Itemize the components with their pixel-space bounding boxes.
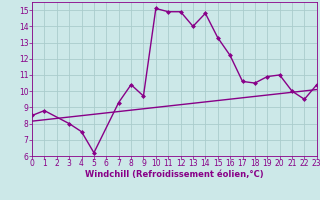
X-axis label: Windchill (Refroidissement éolien,°C): Windchill (Refroidissement éolien,°C): [85, 170, 264, 179]
